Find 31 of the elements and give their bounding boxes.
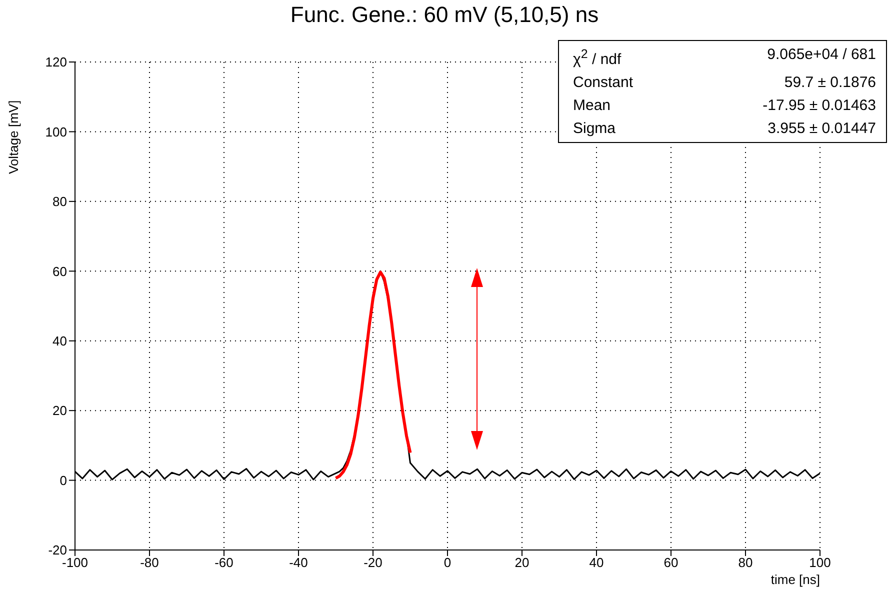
y-tick-label: 0 (60, 472, 67, 488)
annotation: 9.065e+04 / 681 (767, 45, 876, 65)
y-axis-title: Voltage [mV] (6, 100, 21, 174)
x-tick-label: -40 (289, 555, 308, 570)
chart-title: Func. Gene.: 60 mV (5,10,5) ns (289, 2, 600, 28)
x-tick-label: 60 (664, 555, 678, 570)
x-axis-title: time [ns] (770, 572, 820, 587)
y-tick-label: 120 (45, 54, 67, 70)
annotation: Constant (573, 73, 634, 93)
annotation: Mean (573, 96, 611, 116)
y-tick-label: 80 (52, 194, 67, 210)
x-tick-label: -100 (62, 555, 88, 570)
x-tick-label: -80 (140, 555, 159, 570)
annotation: 3.955 ± 0.01447 (768, 119, 876, 139)
x-tick-label: 100 (809, 555, 831, 570)
x-tick-label: 80 (738, 555, 753, 570)
x-tick-label: 20 (514, 555, 530, 570)
annotation: Sigma (573, 119, 616, 139)
y-tick-label: 40 (52, 333, 67, 348)
y-tick-label: 100 (45, 124, 67, 140)
x-tick-label: -20 (364, 555, 382, 570)
y-tick-label: -20 (48, 542, 67, 558)
annotation: 59.7 ± 0.1876 (784, 73, 876, 93)
annotation: -17.95 ± 0.01463 (762, 96, 876, 116)
x-tick-label: 0 (444, 555, 452, 570)
y-tick-label: 20 (52, 403, 67, 418)
y-tick-label: 60 (52, 264, 67, 279)
x-tick-label: 40 (589, 555, 604, 570)
x-tick-label: -60 (214, 555, 234, 570)
annotation: χ$^{2}$ / ndf (573, 46, 622, 70)
line-series (334, 270, 412, 480)
